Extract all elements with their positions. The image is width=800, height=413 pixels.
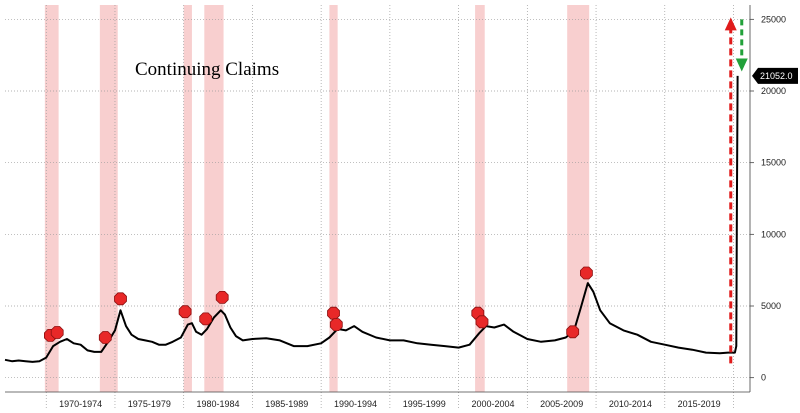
recession-band-0 <box>44 5 59 392</box>
y-tick-label-0: 0 <box>761 373 766 383</box>
x-tick-label-1995-1999: 1995-1999 <box>403 399 446 409</box>
event-marker-12 <box>580 266 593 280</box>
y-tick-label-25000: 25000 <box>761 14 786 24</box>
annotation-arrows <box>724 17 748 364</box>
last-value-badge: 21052.0 <box>752 67 798 84</box>
event-marker-3 <box>114 292 127 306</box>
x-tick-label-1980-1984: 1980-1984 <box>197 399 240 409</box>
event-marker-6 <box>215 290 229 304</box>
up-arrow-head <box>724 17 737 31</box>
event-markers <box>44 266 593 344</box>
event-marker-7 <box>327 306 340 320</box>
x-tick-label-1985-1989: 1985-1989 <box>265 399 308 409</box>
y-tick-label-5000: 5000 <box>761 301 781 311</box>
event-marker-8 <box>329 318 343 332</box>
series-line-0 <box>4 75 739 363</box>
event-marker-2 <box>98 331 112 344</box>
y-tick-label-15000: 15000 <box>761 158 786 168</box>
x-tick-label-2015-2019: 2015-2019 <box>678 399 721 409</box>
x-tick-label-2000-2004: 2000-2004 <box>471 399 514 409</box>
chart-title: Continuing Claims <box>135 59 279 80</box>
y-tick-label-10000: 10000 <box>761 229 786 239</box>
event-marker-11 <box>566 325 580 339</box>
y-tick-label-20000: 20000 <box>761 86 786 96</box>
x-period-separators <box>45 5 734 408</box>
grid-lines <box>5 18 750 379</box>
x-tick-label-1990-1994: 1990-1994 <box>334 399 377 409</box>
event-marker-10 <box>475 315 489 329</box>
recession-band-1 <box>99 5 118 392</box>
event-marker-4 <box>178 305 192 319</box>
x-tick-label-2005-2009: 2005-2009 <box>540 399 583 409</box>
axes <box>5 5 751 393</box>
recession-band-2 <box>183 5 192 392</box>
x-tick-label-1970-1974: 1970-1974 <box>59 399 102 409</box>
event-marker-1 <box>50 326 64 339</box>
event-marker-5 <box>199 312 213 326</box>
last-value-bg <box>752 67 798 84</box>
recession-bands <box>44 5 590 392</box>
down-arrow-head <box>735 58 748 72</box>
recession-band-4 <box>329 5 338 392</box>
x-tick-label-1975-1979: 1975-1979 <box>128 399 171 409</box>
recession-band-5 <box>475 5 485 392</box>
tick-labels: 0 5000 10000 15000 20000 25000 1970-1974 1975-1… <box>59 14 786 409</box>
x-tick-label-2010-2014: 2010-2014 <box>609 399 652 409</box>
last-value-label: 21052.0 <box>760 71 793 81</box>
series-layer <box>4 75 739 363</box>
